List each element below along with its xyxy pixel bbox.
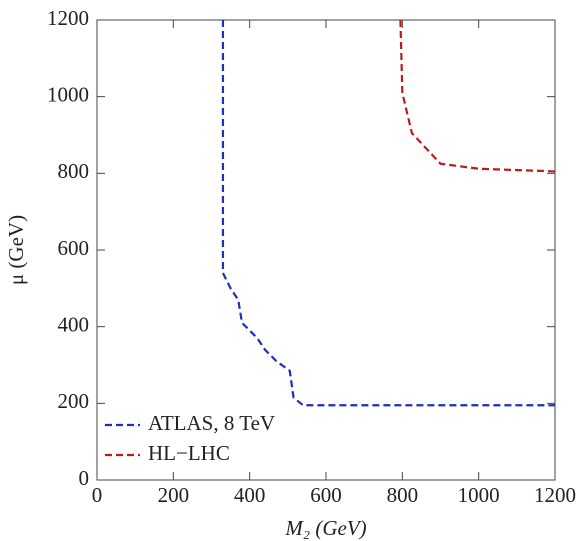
x-axis-label: M₂ (GeV) [284, 516, 366, 540]
series-line [221, 20, 555, 407]
y-tick-label: 800 [58, 159, 90, 183]
y-tick-label: 600 [58, 236, 90, 260]
y-tick-label: 0 [79, 466, 90, 490]
y-tick-label: 1000 [47, 82, 89, 106]
legend-label: HL−LHC [148, 441, 230, 465]
x-tick-label: 200 [158, 483, 190, 507]
y-tick-label: 200 [58, 389, 90, 413]
x-tick-label: 0 [92, 483, 103, 507]
series-line [399, 19, 556, 173]
x-tick-label: 400 [234, 483, 266, 507]
y-tick-label: 1200 [47, 6, 89, 30]
x-tick-label: 1000 [458, 483, 500, 507]
x-tick-label: 1200 [534, 483, 576, 507]
y-tick-label: 400 [58, 312, 90, 336]
x-tick-label: 800 [387, 483, 419, 507]
y-axis-label: μ (GeV) [4, 215, 28, 285]
x-tick-label: 600 [310, 483, 342, 507]
legend-label: ATLAS, 8 TeV [148, 411, 275, 435]
